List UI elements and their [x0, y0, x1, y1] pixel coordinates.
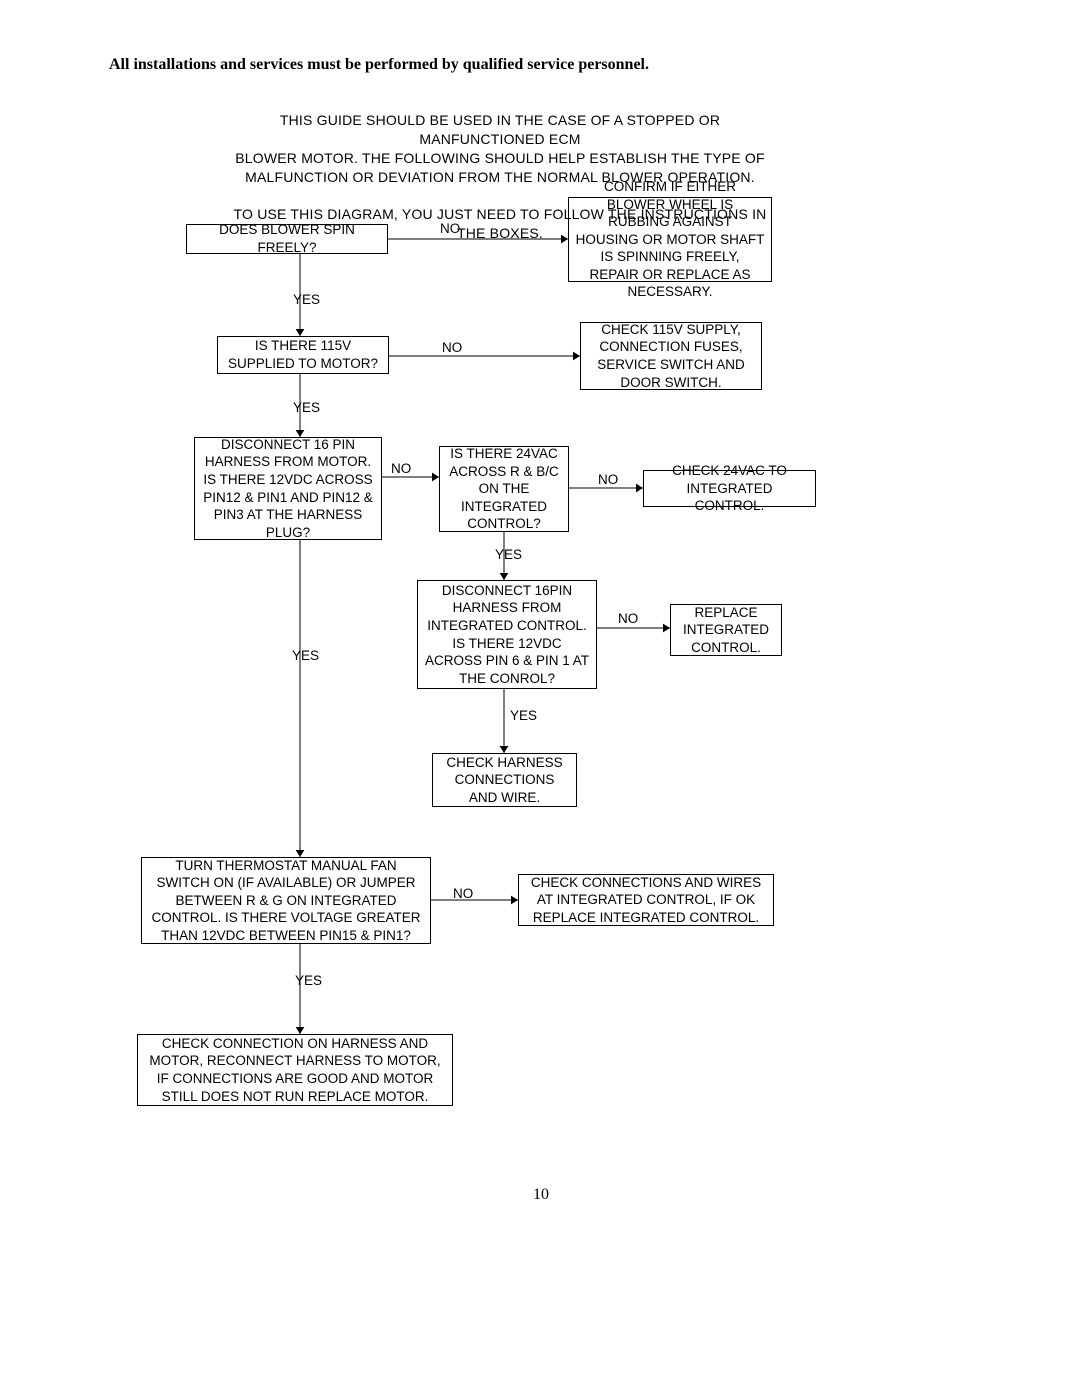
- edge-label: YES: [510, 708, 537, 723]
- flow-node-n4: CHECK 115V SUPPLY, CONNECTION FUSES, SER…: [580, 322, 762, 390]
- edge-label: YES: [295, 973, 322, 988]
- flow-node-n9: REPLACE INTEGRATED CONTROL.: [670, 604, 782, 656]
- flow-node-n3: IS THERE 115V SUPPLIED TO MOTOR?: [217, 336, 389, 374]
- edge-label: NO: [598, 472, 618, 487]
- flow-node-n7: CHECK 24VAC TO INTEGRATED CONTROL.: [643, 470, 816, 507]
- flow-node-n2: CONFIRM IF EITHER BLOWER WHEEL IS RUBBIN…: [568, 197, 772, 282]
- page-number: 10: [533, 1186, 549, 1204]
- flow-node-n10: CHECK HARNESS CONNECTIONS AND WIRE.: [432, 753, 577, 807]
- flow-node-n11: TURN THERMOSTAT MANUAL FAN SWITCH ON (IF…: [141, 857, 431, 944]
- edge-label: YES: [293, 292, 320, 307]
- flow-node-n1: DOES BLOWER SPIN FREELY?: [186, 224, 388, 254]
- flow-node-n6: IS THERE 24VAC ACROSS R & B/C ON THE INT…: [439, 446, 569, 532]
- flow-node-n8: DISCONNECT 16PIN HARNESS FROM INTEGRATED…: [417, 580, 597, 689]
- edge-label: NO: [618, 611, 638, 626]
- flow-node-n5: DISCONNECT 16 PIN HARNESS FROM MOTOR. IS…: [194, 437, 382, 540]
- flow-node-n13: CHECK CONNECTION ON HARNESS AND MOTOR, R…: [137, 1034, 453, 1106]
- edge-label: YES: [293, 400, 320, 415]
- edge-label: NO: [391, 461, 411, 476]
- edge-label: NO: [440, 221, 460, 236]
- edge-label: NO: [453, 886, 473, 901]
- edge-label: NO: [442, 340, 462, 355]
- page: All installations and services must be p…: [0, 0, 1080, 1397]
- edge-label: YES: [292, 648, 319, 663]
- edge-label: YES: [495, 547, 522, 562]
- flow-node-n12: CHECK CONNECTIONS AND WIRES AT INTEGRATE…: [518, 874, 774, 926]
